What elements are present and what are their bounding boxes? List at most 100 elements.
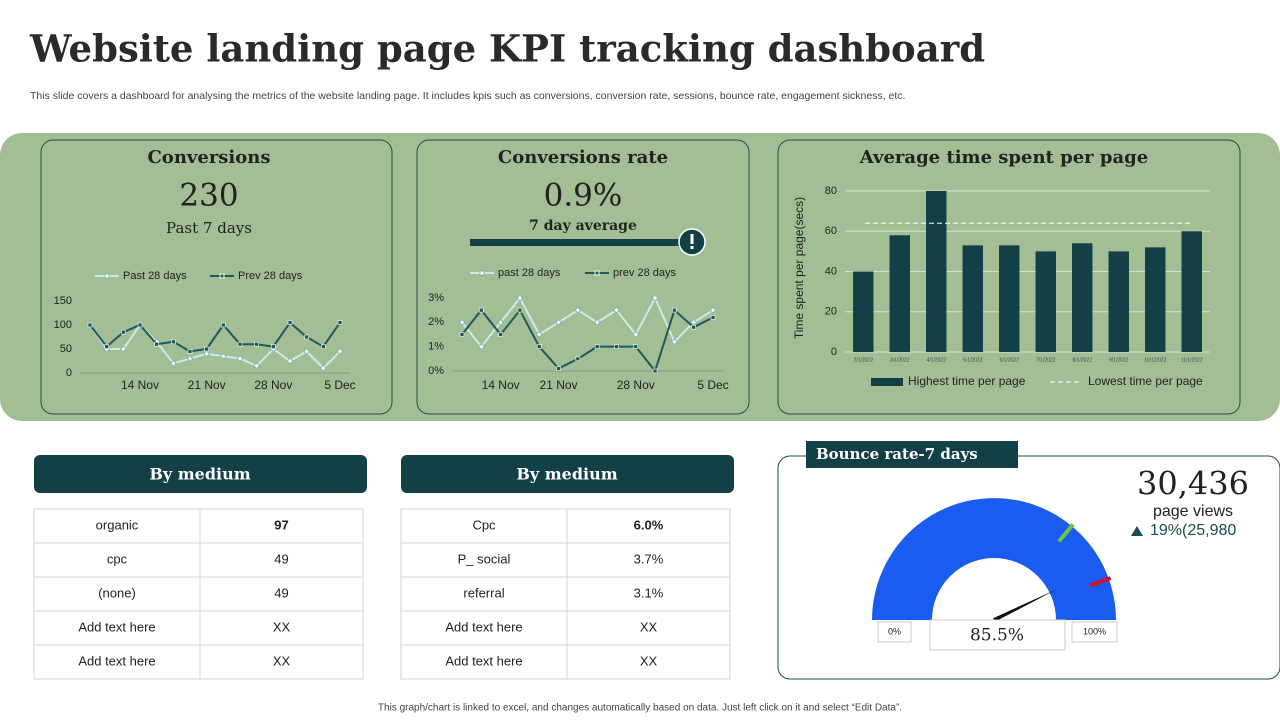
point — [271, 344, 276, 349]
point — [477, 343, 485, 351]
kpi-value: 230 — [179, 178, 238, 214]
legend-label: prev 28 days — [613, 267, 676, 279]
x-tick-label: 21 Nov — [540, 378, 578, 392]
gauge-arc — [872, 498, 1116, 620]
gauge-marker — [1057, 523, 1075, 543]
table-row — [33, 644, 364, 680]
point — [304, 334, 309, 340]
x-tick-label: 3/1/2022 — [890, 357, 910, 363]
card — [416, 139, 750, 415]
table-cell: Add text here — [445, 653, 522, 668]
alert-icon — [690, 234, 694, 244]
y-tick-label: 20 — [825, 306, 837, 318]
point — [651, 294, 659, 302]
point — [321, 344, 326, 349]
table-cell: XX — [273, 653, 291, 668]
legend-label: Prev 28 days — [238, 270, 303, 282]
y-tick-label: 0% — [428, 365, 444, 377]
series-line — [89, 321, 341, 353]
table-cell: referral — [463, 585, 504, 600]
point — [632, 330, 640, 339]
legend-label: Past 28 days — [123, 270, 187, 282]
progress-bar — [470, 239, 682, 246]
point — [203, 350, 211, 358]
table-cell: Add text here — [78, 619, 155, 634]
table-cell: organic — [96, 517, 139, 532]
table-title: By medium — [149, 465, 250, 484]
x-tick-label: 5 Dec — [324, 378, 355, 392]
table-cell: 3.1% — [634, 585, 664, 600]
gauge-value: 85.5% — [970, 626, 1024, 646]
y-tick-label: 50 — [60, 343, 72, 355]
point — [516, 294, 524, 302]
table-cell: Add text here — [445, 619, 522, 634]
table-title: By medium — [516, 465, 617, 484]
kpi-value: 30,436 — [1137, 465, 1249, 503]
table-header — [401, 455, 734, 493]
tick-box — [877, 621, 912, 643]
x-tick-label: 2/1/2022 — [854, 357, 874, 363]
table-row — [33, 576, 364, 612]
point — [670, 338, 678, 346]
point — [535, 330, 543, 339]
y-tick-label: 40 — [825, 265, 837, 277]
point — [672, 307, 677, 313]
kpi-label: page views — [1153, 503, 1233, 520]
legend-swatch — [219, 273, 225, 279]
point — [219, 352, 227, 360]
kpi-note: 7 day average — [529, 218, 637, 234]
point — [121, 329, 126, 335]
y-tick-label: 2% — [428, 316, 444, 328]
alert-icon — [690, 246, 694, 249]
needle — [993, 589, 1057, 622]
bar — [853, 271, 874, 352]
table-cell: XX — [640, 619, 658, 634]
point — [286, 357, 294, 365]
x-tick-label: 7/1/2022 — [1036, 357, 1056, 363]
table-cell: 6.0% — [634, 517, 664, 532]
point — [459, 332, 465, 337]
point — [319, 364, 327, 372]
y-axis-label: Time spent per page(secs) — [792, 197, 806, 339]
point — [652, 368, 658, 374]
y-tick-label: 3% — [428, 292, 444, 304]
point — [119, 345, 127, 353]
point — [574, 306, 582, 314]
series-line — [89, 323, 341, 370]
table-cell: 97 — [274, 517, 288, 532]
table-row — [400, 508, 731, 544]
table-row — [33, 508, 364, 544]
x-tick-label: 6/1/2022 — [1000, 357, 1020, 363]
point — [186, 355, 194, 363]
table-cell: Cpc — [472, 517, 496, 532]
point — [555, 318, 563, 326]
card-title: Average time spent per page — [859, 147, 1148, 168]
point — [690, 318, 698, 326]
x-tick-label: 28 Nov — [254, 378, 292, 392]
tick-box — [1071, 621, 1118, 643]
point — [204, 346, 209, 352]
x-tick-label: 21 Nov — [188, 378, 226, 392]
table-cell: cpc — [107, 551, 128, 566]
tick-label: 100% — [1083, 626, 1106, 636]
subtitle: This slide covers a dashboard for analys… — [30, 90, 905, 102]
y-tick-label: 60 — [825, 225, 837, 237]
point — [171, 339, 176, 345]
card-title: Conversions — [147, 147, 270, 168]
legend-swatch — [871, 378, 903, 386]
y-tick-label: 100 — [54, 319, 72, 331]
point — [237, 341, 243, 347]
bounce-title: Bounce rate-7 days — [816, 445, 978, 463]
point — [593, 318, 601, 326]
x-tick-label: 8/1/2022 — [1073, 357, 1093, 363]
footer: This graph/chart is linked to excel, and… — [378, 703, 902, 714]
point — [497, 318, 505, 326]
point — [594, 344, 600, 349]
table-row — [33, 610, 364, 646]
y-tick-label: 80 — [825, 185, 837, 197]
x-tick-label: 10/1/2022 — [1144, 357, 1166, 363]
x-tick-label: 4/1/2022 — [927, 357, 947, 363]
tick-label: 0% — [888, 626, 901, 636]
bar — [926, 191, 947, 352]
